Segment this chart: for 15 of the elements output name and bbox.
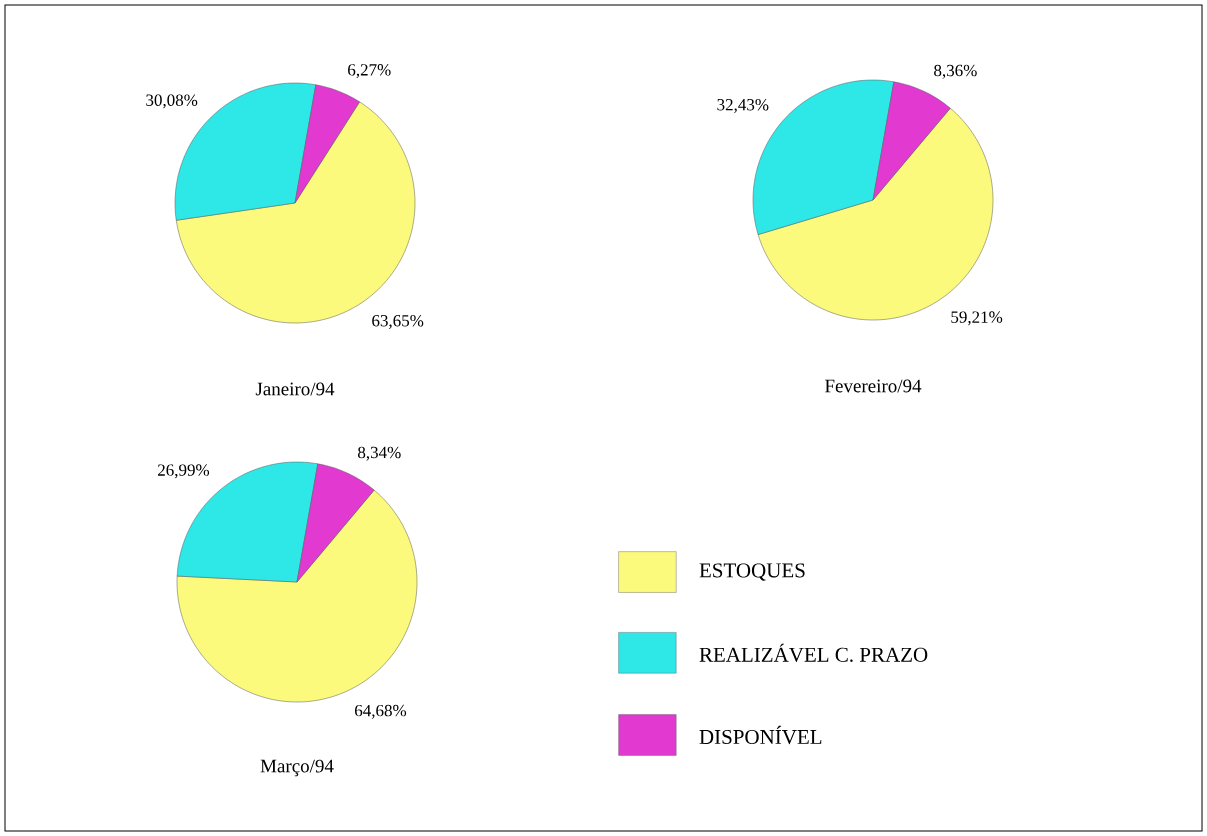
data-label: 8,34% — [358, 446, 401, 461]
data-label: 63,65% — [372, 314, 424, 329]
text: Março/94 — [260, 759, 334, 777]
data-label: 59,21% — [951, 311, 1003, 326]
text: Fevereiro/94 — [825, 379, 922, 393]
data-label: 8,36% — [934, 64, 977, 79]
data-label: 32,43% — [717, 98, 769, 113]
legend-label: REALIZÁVEL C. PRAZO — [699, 643, 928, 662]
legend-label: ESTOQUES — [699, 563, 805, 581]
legend-label: DISPONÍVEL — [699, 725, 822, 745]
data-label: 30,08% — [146, 94, 198, 109]
data-label: 64,68% — [355, 704, 407, 719]
data-label: 26,99% — [158, 464, 210, 479]
data-label: 6,27% — [348, 64, 391, 79]
text: Janeiro/94 — [255, 382, 335, 396]
